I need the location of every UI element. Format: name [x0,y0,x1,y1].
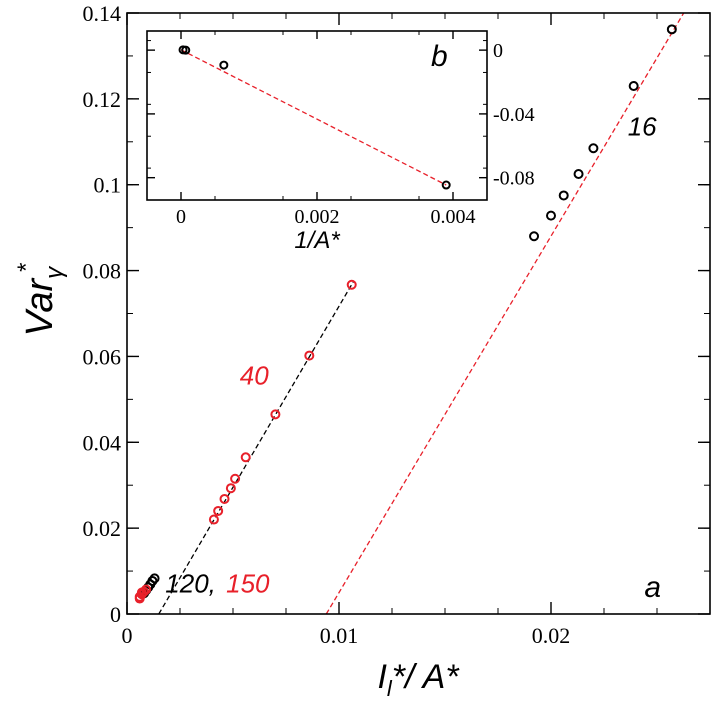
data-point [666,24,677,35]
x-axis-title: Il*/ A* [377,658,460,700]
data-point [573,168,584,179]
data-point [588,143,599,154]
annotation-2: 120, [165,569,216,599]
series-0 [529,24,677,242]
y-axis-title-sup: * [13,263,40,273]
data-point [346,279,357,290]
data-point [225,483,236,494]
x-tick-label: 0 [176,206,186,228]
y-tick-label: 0.02 [83,516,122,541]
main-panel: 0 0.01 0.02 0 0.02 0.04 0.06 0.08 0.1 0.12 0.14 16 4… [13,1,711,701]
plot-background [147,31,487,200]
annotation-0: b [431,40,448,73]
data-point [546,210,556,221]
data-point [628,80,639,91]
data-point [219,493,230,504]
x-axis-title-sub: l [387,676,393,700]
fit-line-1 [158,280,355,614]
data-point [441,180,451,190]
y-axis-title-sub: γ [41,265,68,279]
annotation-0: 16 [628,111,657,141]
y-axis-title-main: Var [19,277,61,336]
y-tick-label: -0.08 [493,168,535,190]
fit-line-0 [180,49,447,186]
x-axis-title-main: I [377,658,387,696]
y-tick-label: 0 [110,602,121,627]
annotation-3: 150 [226,569,270,599]
y-tick-label: 0 [493,40,503,62]
fit-line-0 [325,13,685,614]
data-point [208,514,219,525]
series-0 [178,45,451,190]
data-point [213,505,224,516]
y-tick-label: 0.12 [83,87,122,112]
x-tick-label: 0 [122,623,133,648]
x-axis-title-rest: */ A* [392,658,461,696]
inset-x-axis-title: 1/A* [294,227,340,254]
data-point [240,452,251,463]
series-1 [208,279,357,525]
x-tick-label: 0.002 [295,206,340,228]
y-tick-label: 0.14 [83,1,122,26]
annotation-1: 40 [240,360,269,390]
x-tick-label: 0.02 [532,623,571,648]
data-point [149,573,160,584]
y-tick-label: 0.06 [83,344,122,369]
x-tick-label: 0.004 [431,206,476,228]
inset-panel: 0 0.002 0.004 0 -0.04 -0.08 b 1/A* [146,30,535,254]
data-point [136,587,147,598]
annotation-4: a [644,571,661,604]
data-point [219,60,229,70]
data-point [558,190,569,201]
data-point [529,231,540,242]
data-point [270,409,281,420]
x-tick-label: 0.01 [320,623,359,648]
y-tick-label: -0.04 [493,104,535,126]
data-point [181,45,191,55]
data-point [230,473,241,484]
y-axis-title: Varγ* [13,263,68,337]
data-point [304,350,315,361]
series-3 [134,584,152,604]
y-tick-label: 0.04 [83,430,122,455]
y-tick-label: 0.08 [83,259,122,284]
y-tick-label: 0.1 [94,173,122,198]
data-point [134,593,145,604]
